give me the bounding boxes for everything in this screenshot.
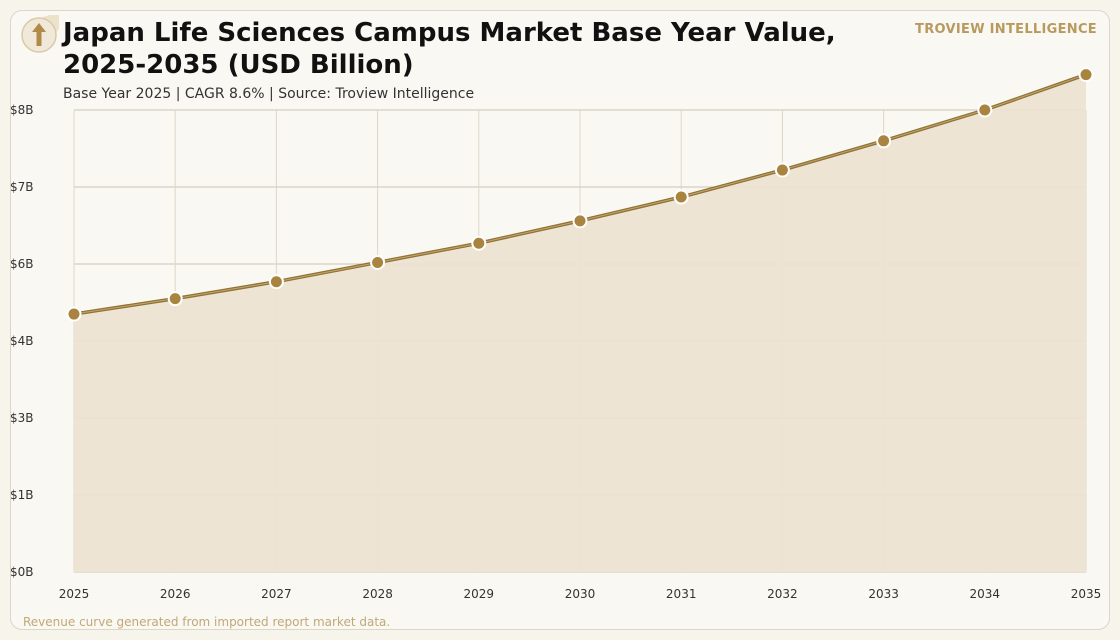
x-tick-label-2033: 2033: [868, 587, 899, 601]
footnote: Revenue curve generated from imported re…: [23, 615, 391, 629]
x-tick-label-2032: 2032: [767, 587, 798, 601]
data-point-2035: [1078, 67, 1094, 83]
x-tick-label-2028: 2028: [362, 587, 393, 601]
x-tick-label-2031: 2031: [666, 587, 697, 601]
area-fill: [74, 74, 1086, 572]
data-point-2034: [977, 102, 993, 118]
chart-title: Japan Life Sciences Campus Market Base Y…: [63, 18, 836, 80]
marker-layer: [66, 67, 1094, 322]
y-tick-label-4: $6B: [10, 257, 34, 271]
x-tick-label-2035: 2035: [1071, 587, 1102, 601]
data-point-2025: [66, 306, 82, 322]
y-tick-label-5: $7B: [10, 180, 34, 194]
data-point-2027: [268, 274, 284, 290]
logo-arrow-icon: [21, 15, 59, 53]
x-tick-label-2027: 2027: [261, 587, 292, 601]
brand-label: TROVIEW INTELLIGENCE: [915, 22, 1097, 37]
x-tick-label-2025: 2025: [59, 587, 90, 601]
x-tick-label-2026: 2026: [160, 587, 191, 601]
y-tick-label-6: $8B: [10, 103, 34, 117]
data-point-2033: [876, 133, 892, 149]
data-point-2032: [774, 162, 790, 178]
y-tick-label-0: $0B: [10, 565, 34, 579]
x-tick-label-2034: 2034: [970, 587, 1001, 601]
chart-subtitle: Base Year 2025 | CAGR 8.6% | Source: Tro…: [63, 86, 475, 102]
data-point-2026: [167, 291, 183, 307]
y-tick-label-1: $1B: [10, 488, 34, 502]
data-point-2031: [673, 189, 689, 205]
x-tick-label-2029: 2029: [464, 587, 495, 601]
y-tick-label-3: $4B: [10, 334, 34, 348]
y-tick-labels: $0B $1B $3B $4B $6B $7B $8B: [10, 103, 34, 579]
y-tick-label-2: $3B: [10, 411, 34, 425]
data-point-2028: [370, 254, 386, 270]
x-tick-label-2030: 2030: [565, 587, 596, 601]
data-point-2029: [471, 235, 487, 251]
data-point-2030: [572, 213, 588, 229]
x-tick-labels: 2025 2026 2027 2028 2029 2030 2031 2032 2033 2034…: [59, 587, 1102, 601]
area-layer: [74, 74, 1086, 572]
